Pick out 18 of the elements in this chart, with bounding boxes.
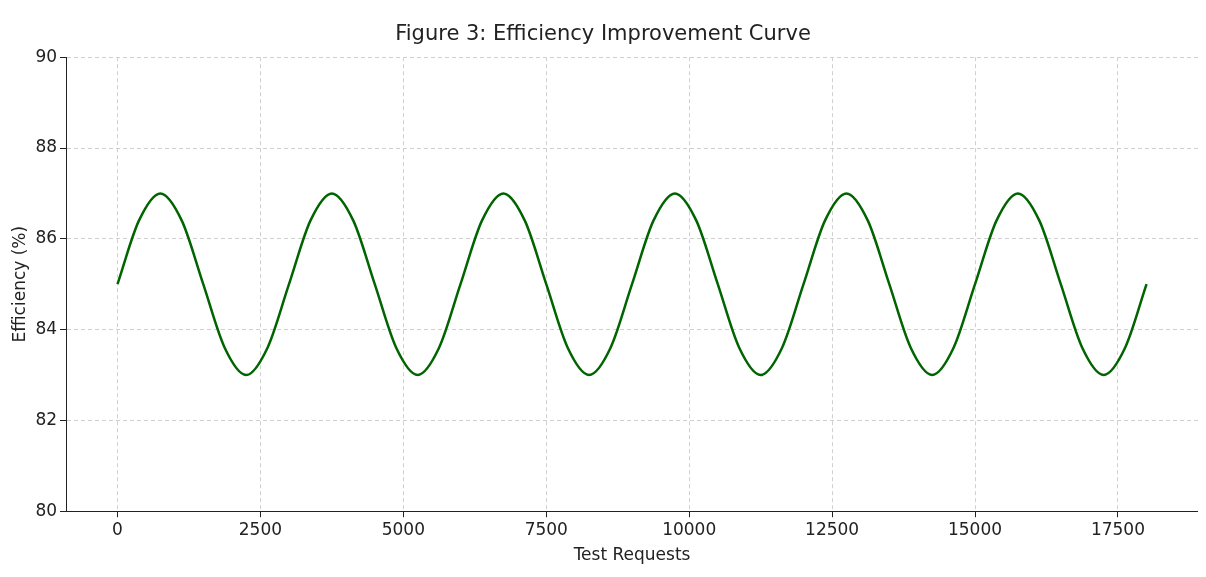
x-axis-title: Test Requests xyxy=(572,544,691,565)
x-tick-label: 5000 xyxy=(381,518,425,539)
x-tick-label: 15000 xyxy=(947,518,1003,539)
x-tick-label: 0 xyxy=(112,518,123,539)
y-tick-label: 84 xyxy=(35,318,58,339)
x-tick-label: 12500 xyxy=(805,518,860,539)
line-series xyxy=(116,192,1148,377)
chart-title: Figure 3: Efficiency Improvement Curve xyxy=(395,21,811,46)
y-tick-label: 90 xyxy=(35,45,58,66)
y-axis-title: Efficiency (%) xyxy=(8,225,29,343)
y-tick-label: 88 xyxy=(35,136,58,157)
x-tick-label: 17500 xyxy=(1090,518,1146,539)
x-tick-label: 2500 xyxy=(238,518,283,539)
y-tick-label: 82 xyxy=(35,408,58,429)
x-tick-label: 7500 xyxy=(524,518,568,539)
x-tick-label: 10000 xyxy=(662,518,717,539)
y-tick-label: 86 xyxy=(35,227,58,248)
y-tick-label: 80 xyxy=(35,499,58,520)
